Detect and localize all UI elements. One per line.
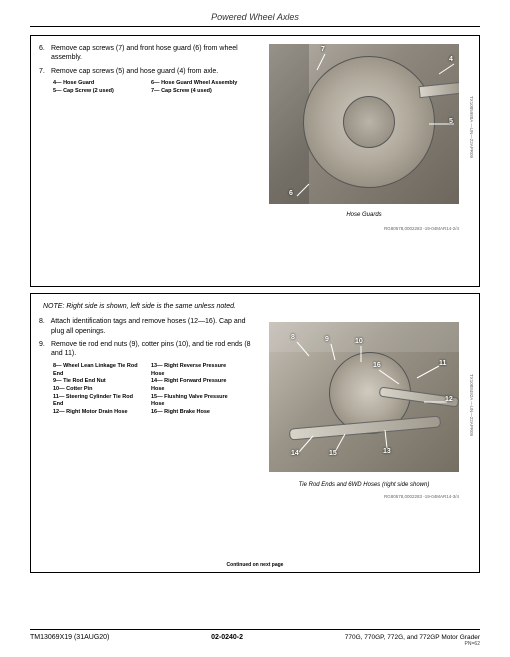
legend-item: 4— Hose Guard	[53, 80, 141, 88]
legend-item: 15— Flushing Valve Pressure Hose	[151, 394, 239, 409]
footer-pn: PN=62	[345, 641, 480, 647]
header-rule	[30, 26, 480, 27]
continued-on-next-page: Continued on next page	[227, 562, 284, 568]
legend-col-a: 4— Hose Guard 5— Cap Screw (2 used)	[53, 80, 141, 95]
legend-item: 12— Right Motor Drain Hose	[53, 409, 141, 417]
step-number: 6.	[39, 44, 49, 53]
step-number: 9.	[39, 340, 49, 349]
footer-doc-id: TM13069X19 (31AUG20)	[30, 634, 109, 641]
step-9: 9. Remove tie rod end nuts (9), cotter p…	[37, 340, 251, 359]
legend-col-a: 8— Wheel Lean Linkage Tie Rod End 9— Tie…	[53, 363, 141, 417]
callout-4: 4	[449, 56, 453, 63]
document-page: Powered Wheel Axles 6. Remove cap screws…	[0, 0, 510, 657]
callout-5: 5	[449, 118, 453, 125]
wheel-hub	[343, 96, 395, 148]
callout-16: 16	[373, 362, 381, 369]
legend-item: 13— Right Reverse Pressure Hose	[151, 363, 239, 378]
callout-10: 10	[355, 338, 363, 345]
note-text: NOTE: Right side is shown, left side is …	[37, 302, 243, 317]
callout-15: 15	[329, 450, 337, 457]
step-7: 7. Remove cap screws (5) and hose guard …	[37, 67, 251, 76]
legend-item: 5— Cap Screw (2 used)	[53, 88, 141, 96]
callout-12: 12	[445, 396, 453, 403]
callout-14: 14	[291, 450, 299, 457]
callout-6: 6	[289, 190, 293, 197]
image-ref-id: RG80578,0002283 -19-04MAR14-2/4	[269, 226, 459, 231]
step-number: 7.	[39, 67, 49, 76]
step-number: 8.	[39, 317, 49, 326]
page-header-title: Powered Wheel Axles	[30, 12, 480, 26]
photo-hose-guards: 7 4 5 6	[269, 44, 459, 204]
legend-col-b: 6— Hose Guard Wheel Assembly 7— Cap Scre…	[151, 80, 239, 95]
image-ref-id: RG80578,0002283 -19-04MAR14-3/4	[269, 494, 459, 499]
section-hose-guards: 6. Remove cap screws (7) and front hose …	[30, 35, 480, 287]
footer-models: 770G, 770GP, 772G, and 772GP Motor Grade…	[345, 634, 480, 641]
step-8: 8. Attach identification tags and remove…	[37, 317, 251, 336]
section-tie-rod-ends: NOTE: Right side is shown, left side is …	[30, 293, 480, 573]
legend-item: 16— Right Brake Hose	[151, 409, 239, 417]
callout-7: 7	[321, 46, 325, 53]
step-text: Remove cap screws (5) and hose guard (4)…	[51, 68, 218, 75]
callout-8: 8	[291, 334, 295, 341]
callout-9: 9	[325, 336, 329, 343]
step-text: Attach identification tags and remove ho…	[51, 318, 246, 334]
photo-tie-rod-ends: 8 9 10 16 11 12 13 15 14	[269, 322, 459, 472]
photo-caption: Hose Guards	[269, 212, 459, 218]
legend-item: 11— Steering Cylinder Tie Rod End	[53, 394, 141, 409]
legend-item: 10— Cotter Pin	[53, 386, 141, 394]
callout-11: 11	[439, 360, 446, 367]
step-6: 6. Remove cap screws (7) and front hose …	[37, 44, 251, 63]
legend-item: 14— Right Forward Pressure Hose	[151, 378, 239, 393]
page-footer: TM13069X19 (31AUG20) 02-0240-2 770G, 770…	[30, 629, 480, 647]
legend-item: 6— Hose Guard Wheel Assembly	[151, 80, 239, 88]
legend-item: 7— Cap Screw (4 used)	[151, 88, 239, 96]
photo-caption: Tie Rod Ends and 6WD Hoses (right side s…	[269, 482, 459, 488]
legend-item: 9— Tie Rod End Nut	[53, 378, 141, 386]
footer-page-number: 02-0240-2	[211, 634, 243, 641]
step-text: Remove tie rod end nuts (9), cotter pins…	[51, 341, 251, 357]
legend-col-b: 13— Right Reverse Pressure Hose 14— Righ…	[151, 363, 239, 417]
image-side-id: TX1088492A —UN—22APR09	[469, 374, 474, 436]
image-side-id: TX1085988A —UN—22APR09	[469, 96, 474, 158]
step-text: Remove cap screws (7) and front hose gua…	[51, 45, 238, 61]
footer-right: 770G, 770GP, 772G, and 772GP Motor Grade…	[345, 634, 480, 647]
callout-13: 13	[383, 448, 391, 455]
legend-item: 8— Wheel Lean Linkage Tie Rod End	[53, 363, 141, 378]
axle-bar	[418, 82, 459, 98]
